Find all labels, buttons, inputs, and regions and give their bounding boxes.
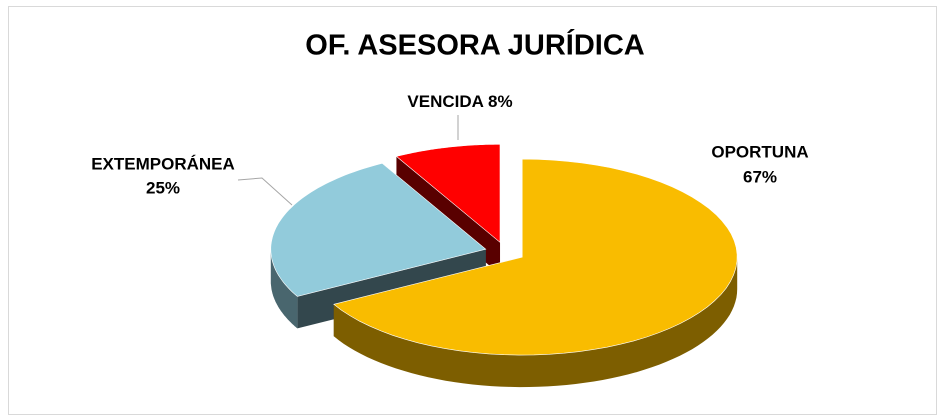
slice <box>333 158 738 356</box>
slice <box>270 162 487 297</box>
category-label: EXTEMPORÁNEA <box>91 154 235 173</box>
slice <box>395 144 501 243</box>
slice-side <box>270 249 298 329</box>
chart-title: OF. ASESORA JURÍDICA <box>305 28 645 62</box>
leader-line <box>237 177 293 206</box>
category-label: OPORTUNA <box>711 142 808 161</box>
value-label: 8% <box>488 92 513 111</box>
slice-side <box>333 257 738 388</box>
value-label: 67% <box>743 167 777 186</box>
value-label: 25% <box>146 178 180 197</box>
data-label: VENCIDA 8% <box>407 92 512 111</box>
category-label: VENCIDA <box>407 92 483 111</box>
